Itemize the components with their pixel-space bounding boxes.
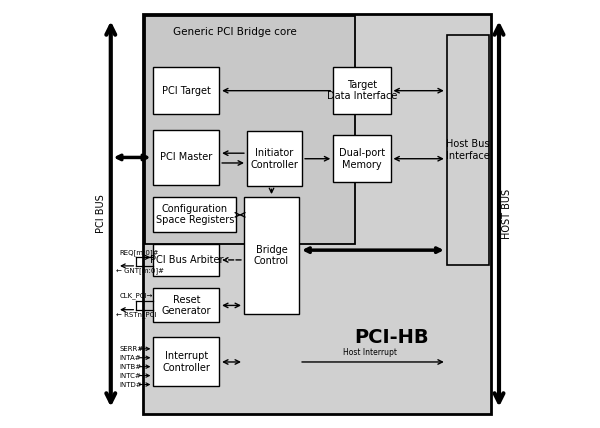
Text: Host Interrupt: Host Interrupt xyxy=(343,348,397,357)
Text: Bridge
Control: Bridge Control xyxy=(254,245,289,266)
Text: Initiator
Controller: Initiator Controller xyxy=(251,148,298,169)
FancyBboxPatch shape xyxy=(333,67,391,114)
Text: Reset
Generator: Reset Generator xyxy=(161,294,211,316)
Text: PCI BUS: PCI BUS xyxy=(97,195,106,233)
FancyBboxPatch shape xyxy=(333,135,391,182)
FancyBboxPatch shape xyxy=(244,197,299,314)
FancyBboxPatch shape xyxy=(153,67,219,114)
FancyBboxPatch shape xyxy=(153,197,236,232)
FancyBboxPatch shape xyxy=(153,130,219,185)
FancyBboxPatch shape xyxy=(145,16,355,244)
Text: HOST BUS: HOST BUS xyxy=(502,189,512,239)
Text: ← GNT[m:0]#: ← GNT[m:0]# xyxy=(116,268,164,274)
Text: INTC#: INTC# xyxy=(120,373,142,379)
FancyBboxPatch shape xyxy=(447,36,489,265)
FancyBboxPatch shape xyxy=(153,337,219,386)
Text: Host Bus
Interface: Host Bus Interface xyxy=(446,140,490,161)
FancyBboxPatch shape xyxy=(153,288,219,322)
Text: Target
Data Interface: Target Data Interface xyxy=(326,80,397,101)
Text: INTD#: INTD# xyxy=(120,381,142,387)
Text: ← RSTn_PCI: ← RSTn_PCI xyxy=(116,312,157,318)
Text: PCI Target: PCI Target xyxy=(162,86,211,96)
Text: PCI Bus Arbiter: PCI Bus Arbiter xyxy=(149,255,223,265)
Text: INTB#: INTB# xyxy=(120,364,142,370)
Text: SERR#: SERR# xyxy=(120,346,144,352)
Text: CLK_PCI→: CLK_PCI→ xyxy=(120,293,153,300)
Text: Configuration
Space Registers: Configuration Space Registers xyxy=(155,204,234,225)
FancyBboxPatch shape xyxy=(143,14,491,414)
Text: Dual-port
Memory: Dual-port Memory xyxy=(339,148,385,169)
Text: REQ[m:0]#: REQ[m:0]# xyxy=(120,249,159,256)
Text: PCI-HB: PCI-HB xyxy=(354,328,429,347)
Text: PCI Master: PCI Master xyxy=(160,152,212,163)
FancyBboxPatch shape xyxy=(247,131,302,186)
Text: Interrupt
Controller: Interrupt Controller xyxy=(163,351,210,372)
Text: Generic PCI Bridge core: Generic PCI Bridge core xyxy=(173,27,297,37)
FancyBboxPatch shape xyxy=(153,244,219,276)
Text: INTA#: INTA# xyxy=(120,355,142,361)
